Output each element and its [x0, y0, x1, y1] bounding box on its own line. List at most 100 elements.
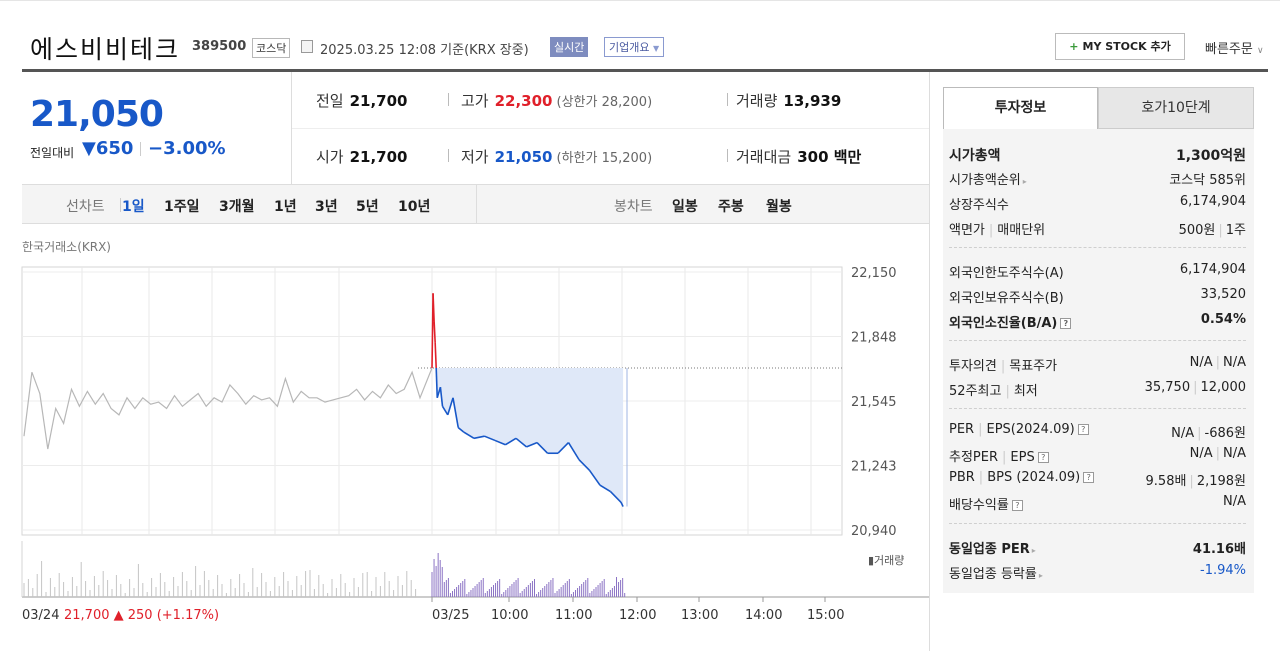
pbr-value: 9.58배	[1145, 474, 1187, 489]
candle-chart-label: 봉차트	[614, 199, 653, 215]
line-chart-label: 선차트	[66, 199, 105, 215]
panel-divider	[929, 72, 930, 651]
x-tick-label: 13:00	[681, 608, 718, 623]
period-5y[interactable]: 5년	[356, 199, 379, 215]
prev-close-summary: 21,700 ▲ 250 (+1.17%)	[64, 608, 219, 623]
tab-invest-info[interactable]: 투자정보	[943, 87, 1098, 129]
info-value: 1,300억원	[1175, 148, 1246, 164]
stat-volume: 거래량 13,939	[736, 90, 841, 111]
info-value: N/A | -686원	[1171, 426, 1246, 441]
add-my-stock-button[interactable]: + MY STOCK 추가	[1055, 33, 1185, 60]
stat-label: 고가	[461, 92, 489, 110]
period-10y[interactable]: 10년	[398, 199, 431, 215]
stats-divider	[292, 128, 930, 129]
help-icon[interactable]: ?	[1037, 452, 1049, 463]
period-1d[interactable]: 1일	[122, 199, 145, 215]
bps-value: 2,198원	[1196, 474, 1246, 489]
info-value: 6,174,904	[1179, 262, 1246, 277]
info-label: 동일업종 등락률	[949, 567, 1037, 582]
x-tick-label: 10:00	[491, 608, 528, 623]
info-value: 35,750 | 12,000	[1144, 380, 1247, 395]
stat-value: 22,300	[494, 92, 553, 110]
chevron-down-icon: ∨	[1256, 46, 1264, 56]
period-1y[interactable]: 1년	[274, 199, 297, 215]
stock-header: 에스비비테크 389500 코스닥 2025.03.25 12:08 기준(KR…	[22, 30, 1272, 66]
info-value: -1.94%	[1200, 563, 1246, 578]
today-price-segment	[599, 484, 611, 493]
arrow-right-icon: ▸	[1022, 177, 1027, 186]
company-overview-dropdown[interactable]: 기업개요 ▼	[604, 37, 665, 57]
tab-orderbook[interactable]: 호가10단계	[1098, 87, 1254, 129]
price-change-value: 650	[95, 138, 134, 159]
info-label: PER	[949, 422, 975, 437]
est-eps-value: N/A	[1223, 446, 1246, 461]
invest-info-panel: 시가총액 1,300억원 시가총액순위 ▸ 코스닥 585위 상장주식수 6,174,9…	[943, 129, 1254, 593]
help-icon[interactable]: ?	[1083, 472, 1095, 483]
divider: |	[988, 223, 994, 238]
candle-monthly[interactable]: 월봉	[766, 199, 792, 215]
info-value: 9.58배 | 2,198원	[1145, 474, 1246, 489]
today-price-segment	[473, 435, 485, 440]
trade-unit: 1주	[1225, 223, 1246, 238]
help-icon[interactable]: ?	[1060, 318, 1072, 329]
price-change: ▼650	[82, 138, 133, 159]
stat-label: 거래량	[736, 92, 778, 110]
candle-weekly[interactable]: 주봉	[718, 199, 744, 215]
today-price-segment	[457, 427, 465, 433]
today-price-segment	[505, 437, 517, 446]
info-label: EPS	[1010, 450, 1035, 465]
info-sector-per[interactable]: 동일업종 PER ▸ 41.16배	[949, 538, 1246, 558]
down-arrow-icon: ▼	[82, 138, 96, 159]
est-per-value: N/A	[1189, 446, 1213, 461]
info-label: 시가총액순위	[949, 173, 1021, 188]
today-price-segment	[526, 441, 538, 448]
info-foreign-limit: 외국인한도주식수(A) 6,174,904	[949, 262, 1246, 282]
current-price: 21,050	[30, 94, 164, 135]
help-icon[interactable]: ?	[1011, 500, 1023, 511]
info-sector-change[interactable]: 동일업종 등락률 ▸ -1.94%	[949, 563, 1246, 583]
info-pbr-bps: PBR | BPS (2024.09)? 9.58배 | 2,198원	[949, 470, 1246, 489]
info-label: 52주최고	[949, 384, 1002, 399]
info-per-eps: PER | EPS(2024.09)? N/A | -686원	[949, 422, 1246, 441]
header-divider	[22, 69, 1268, 72]
candle-daily[interactable]: 일봉	[672, 199, 698, 215]
quick-order-button[interactable]: 빠른주문 ∨	[1205, 38, 1264, 57]
52w-low: 12,000	[1200, 380, 1247, 395]
info-est-per: 추정PER | EPS? N/A | N/A	[949, 446, 1246, 465]
info-label: 외국인소진율(B/A)	[949, 316, 1058, 331]
today-price-segment	[484, 435, 496, 442]
info-52w: 52주최고 | 최저 35,750 | 12,000	[949, 380, 1247, 399]
calendar-icon	[301, 40, 313, 53]
today-price-segment	[446, 397, 454, 416]
info-value: 41.16배	[1192, 542, 1246, 557]
period-3m[interactable]: 3개월	[219, 199, 255, 215]
today-price-segment	[434, 342, 437, 368]
info-label: 추정PER	[949, 450, 999, 465]
price-change-percent: −3.00%	[148, 138, 226, 159]
today-price-segment	[463, 431, 475, 439]
y-tick-label: 20,940	[851, 524, 897, 539]
prev-day-line	[23, 367, 433, 450]
52w-high: 35,750	[1144, 380, 1191, 395]
today-price-segment	[439, 387, 444, 407]
period-selector-bar: 선차트 1일 1주일 3개월 1년 3년 5년 10년 봉차트 일봉 주봉 월봉	[22, 184, 930, 224]
realtime-button[interactable]: 실시간	[550, 37, 589, 57]
company-overview-label: 기업개요	[609, 41, 650, 54]
period-3y[interactable]: 3년	[315, 199, 338, 215]
today-price-segment	[609, 491, 622, 503]
info-market-cap-rank[interactable]: 시가총액순위 ▸ 코스닥 585위	[949, 169, 1246, 189]
intraday-chart: 22,150 21,848 21,545 21,243 20,940 ▮거래량 03/25 1…	[21, 266, 930, 623]
opinion-value: N/A	[1189, 355, 1213, 370]
help-icon[interactable]: ?	[1077, 424, 1089, 435]
target-price: N/A	[1223, 355, 1246, 370]
info-foreign-ratio: 외국인소진율(B/A)? 0.54%	[949, 312, 1246, 332]
eps-value: -686원	[1204, 426, 1246, 441]
stat-prev-close: 전일 21,700	[316, 90, 408, 111]
today-price-segment	[435, 367, 439, 398]
par-value: 500원	[1178, 223, 1216, 238]
period-1w[interactable]: 1주일	[164, 199, 200, 215]
divider	[448, 149, 449, 162]
info-value: 0.54%	[1200, 312, 1246, 327]
today-price-segment	[536, 442, 549, 454]
today-price-segment	[578, 459, 591, 471]
